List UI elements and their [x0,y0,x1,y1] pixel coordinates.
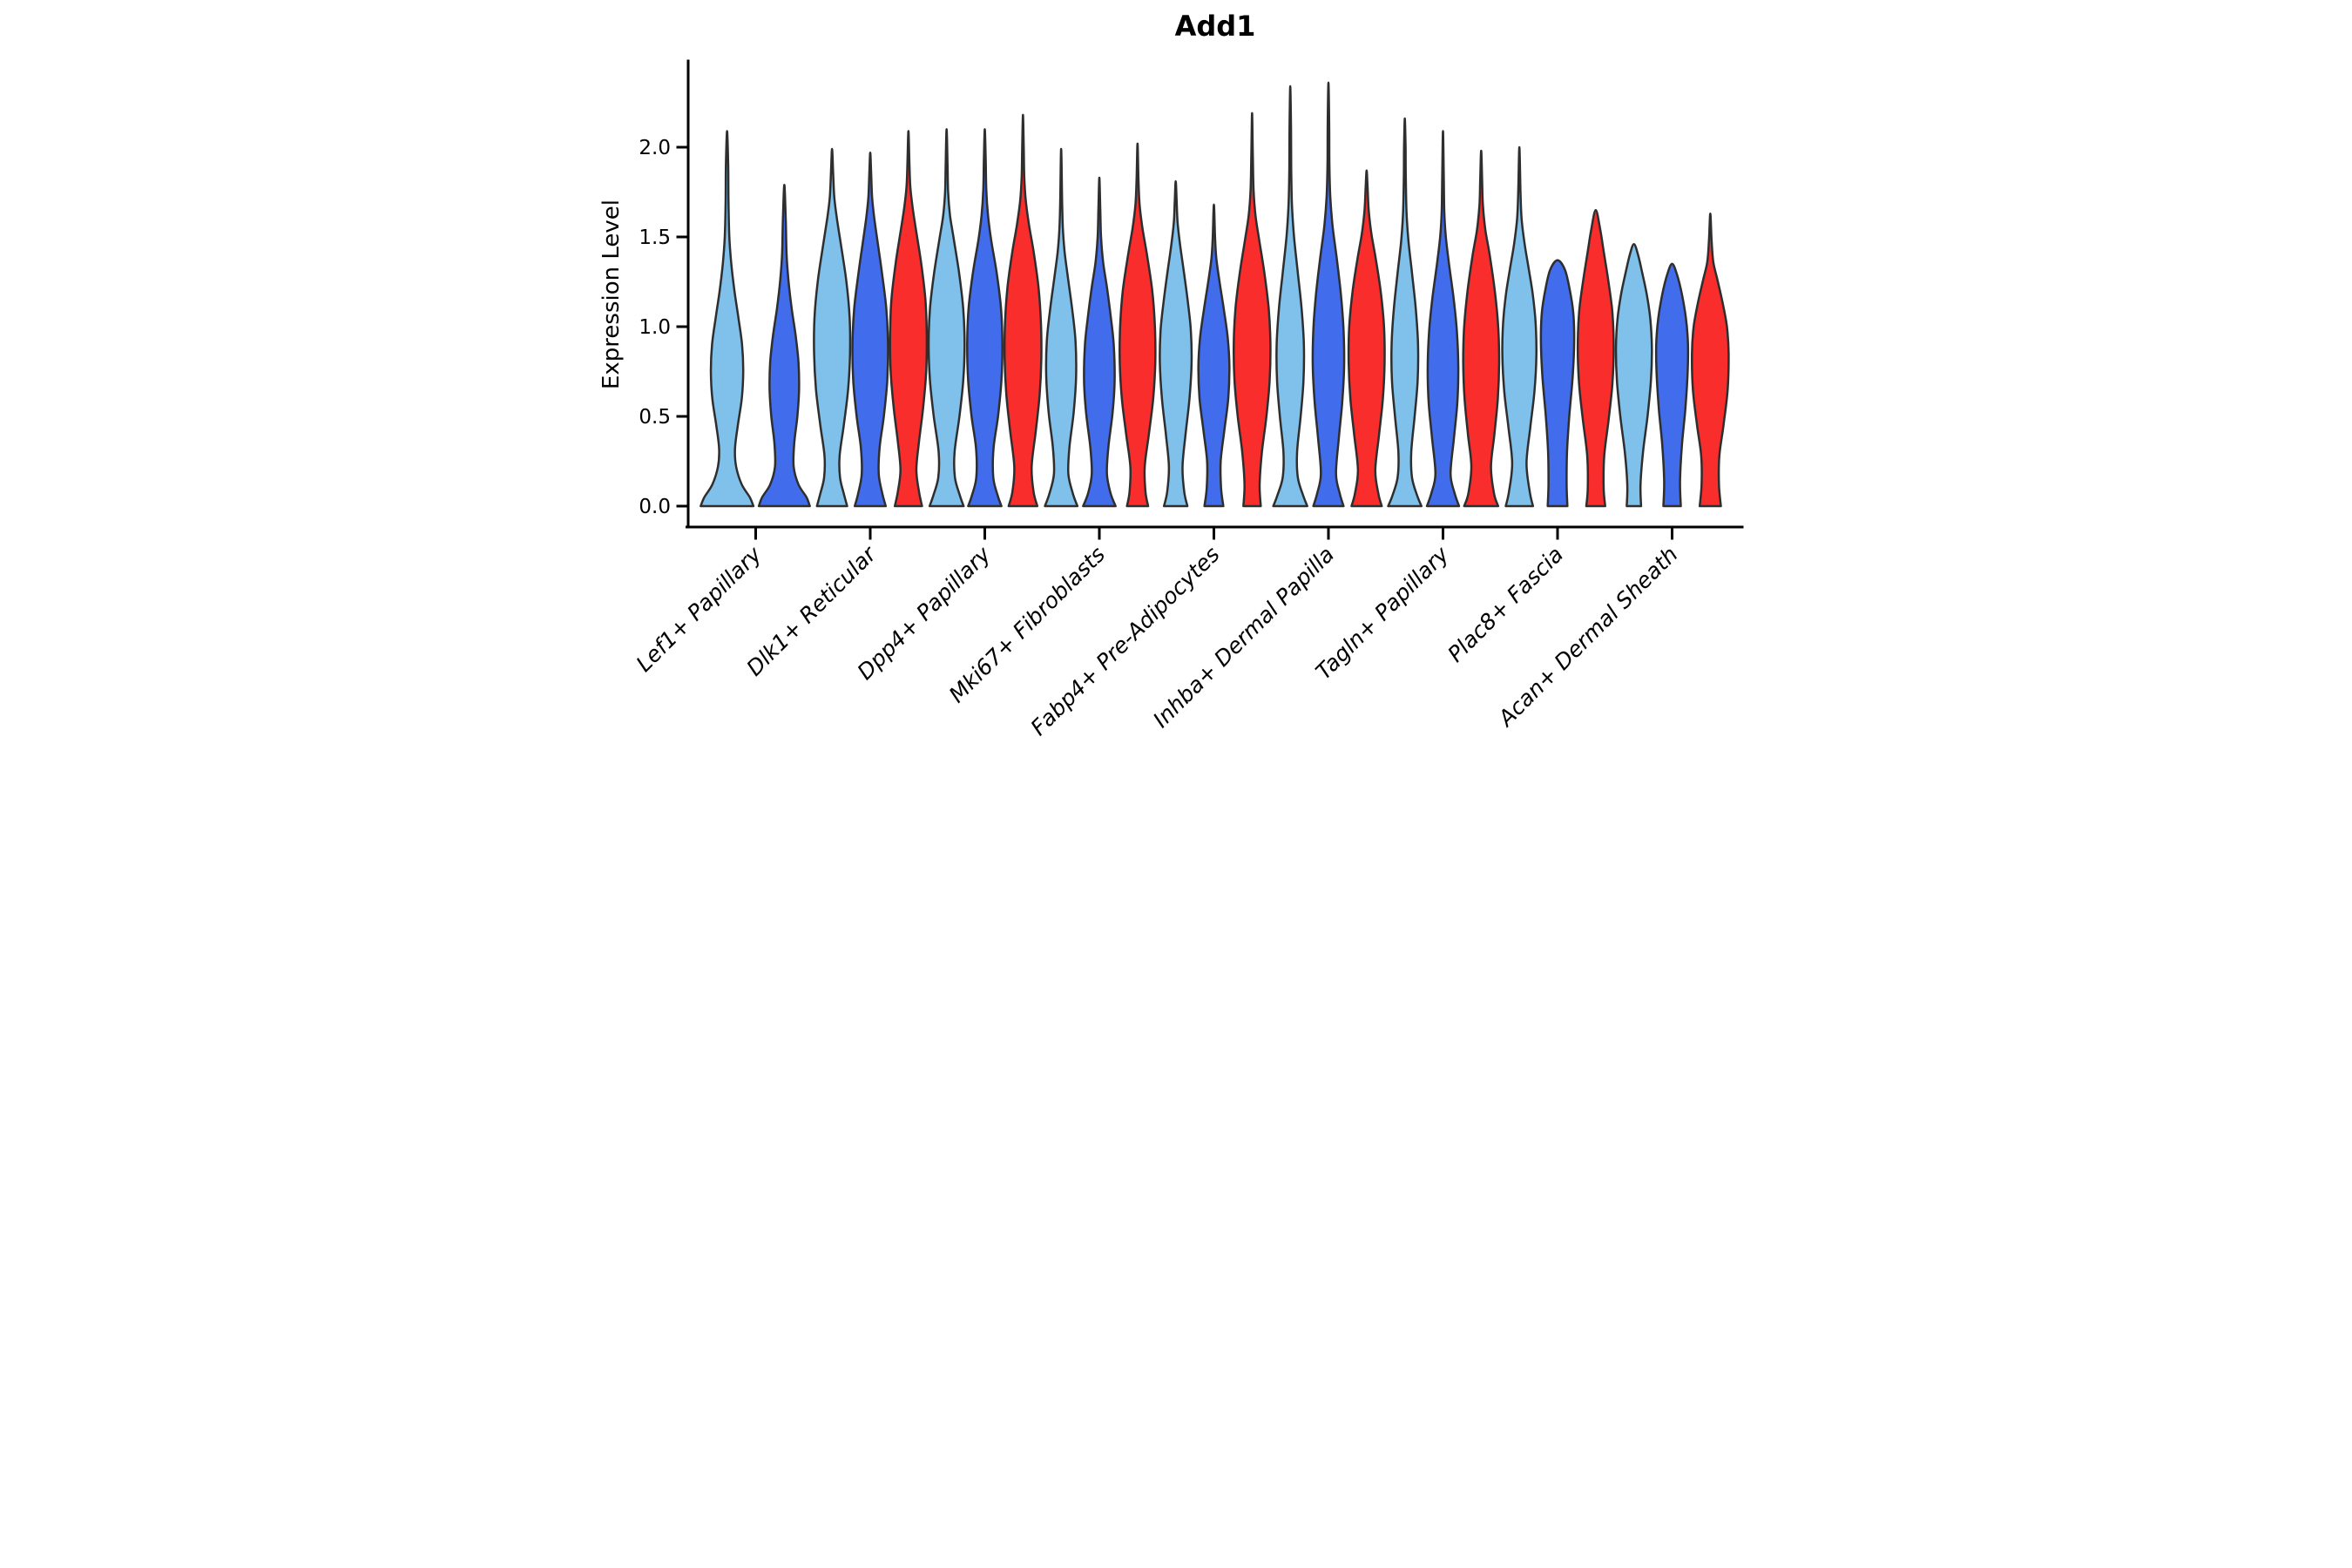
violin-dlk1-reticular-light_blue [813,147,852,508]
violin-dlk1-reticular-blue [851,151,889,508]
violins-layer [700,81,1730,508]
y-tick-label: 2.0 [639,137,671,159]
violin-plac8-fascia-light_blue [1501,145,1538,508]
violin-tagln-papillary-blue [1425,130,1461,508]
violin-fabp4-pre-adipocytes-blue [1197,203,1231,508]
violin-dpp4-papillary-red [1003,113,1043,508]
violin-fabp4-pre-adipocytes-light_blue [1159,179,1193,508]
chart-title: Add1 [1175,10,1256,43]
violin-mki67-fibroblasts-blue [1082,176,1117,508]
violin-acan-dermal-sheath-blue [1654,262,1690,508]
y-tick-label: 0.5 [639,406,671,429]
y-axis-label: Expression Level [598,199,625,389]
violin-lef1-papillary-blue [757,184,811,508]
violin-dpp4-papillary-blue [966,128,1004,508]
y-tick-label: 0.0 [639,496,671,518]
violin-plac8-fascia-red [1576,208,1615,508]
violin-acan-dermal-sheath-red [1691,212,1730,508]
violin-fabp4-pre-adipocytes-red [1232,112,1272,508]
violin-dlk1-reticular-red [889,130,929,508]
violin-tagln-papillary-red [1462,149,1501,508]
violin-dpp4-papillary-light_blue [927,128,966,508]
violin-plot-canvas: Add1 Expression Level 0.00.51.01.52.0Lef… [588,0,1764,784]
violin-inhba-dermal-papilla-red [1347,169,1386,508]
violin-tagln-papillary-light_blue [1387,117,1423,508]
violin-plac8-fascia-blue [1539,259,1576,508]
axes-layer [676,59,1744,540]
violin-inhba-dermal-papilla-light_blue [1272,84,1308,508]
violin-acan-dermal-sheath-light_blue [1614,243,1653,508]
violin-mki67-fibroblasts-red [1119,142,1157,508]
violin-inhba-dermal-papilla-blue [1311,81,1346,508]
violin-lef1-papillary-light_blue [700,130,755,508]
y-tick-label: 1.5 [639,226,671,249]
y-tick-label: 1.0 [639,316,671,339]
violin-mki67-fibroblasts-light_blue [1044,147,1079,508]
figure-container: Add1 Expression Level 0.0 0.5 1.0 1.5 2.0 Lef… [588,0,1764,784]
